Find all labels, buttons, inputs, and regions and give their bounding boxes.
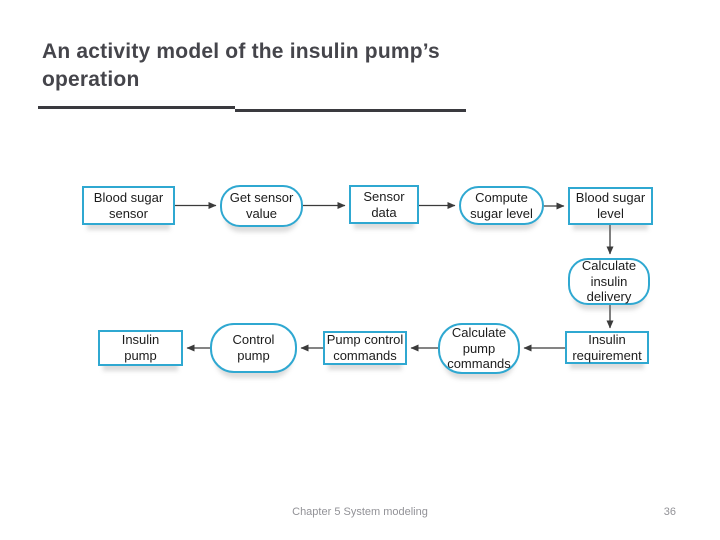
node-label: Calculate pump commands: [447, 324, 511, 372]
node-label: Blood sugar sensor: [93, 189, 164, 221]
node-insulin-requirement: Insulin requirement: [565, 331, 649, 364]
node-label: Insulin requirement: [572, 331, 642, 363]
node-get-sensor-value: Get sensor value: [220, 185, 303, 227]
page-number: 36: [663, 506, 676, 518]
node-label: Compute sugar level: [470, 189, 533, 221]
node-calculate-pump-commands: Calculate pump commands: [438, 323, 520, 374]
node-compute-sugar-level: Compute sugar level: [459, 186, 544, 225]
node-label: Calculate insulin delivery: [581, 257, 637, 305]
node-insulin-pump: Insulin pump: [98, 330, 183, 366]
node-control-pump: Control pump: [210, 323, 297, 373]
page-title: An activity model of the insulin pump’s …: [42, 40, 440, 91]
node-label: Control pump: [232, 332, 275, 363]
node-blood-sugar-level: Blood sugar level: [568, 187, 653, 225]
node-label: Blood sugar level: [575, 190, 646, 221]
node-label: Get sensor value: [229, 190, 294, 221]
node-label: Pump control commands: [326, 332, 404, 363]
node-label: Insulin pump: [121, 332, 160, 363]
node-blood-sugar-sensor: Blood sugar sensor: [82, 186, 175, 225]
node-label: Sensor data: [363, 188, 405, 220]
node-pump-control-commands: Pump control commands: [323, 331, 407, 365]
node-sensor-data: Sensor data: [349, 185, 419, 224]
node-calculate-insulin-delivery: Calculate insulin delivery: [568, 258, 650, 305]
footer-text: Chapter 5 System modeling: [292, 506, 428, 518]
title-divider-left-segment: [38, 106, 235, 109]
title-divider-right-segment: [235, 109, 466, 112]
